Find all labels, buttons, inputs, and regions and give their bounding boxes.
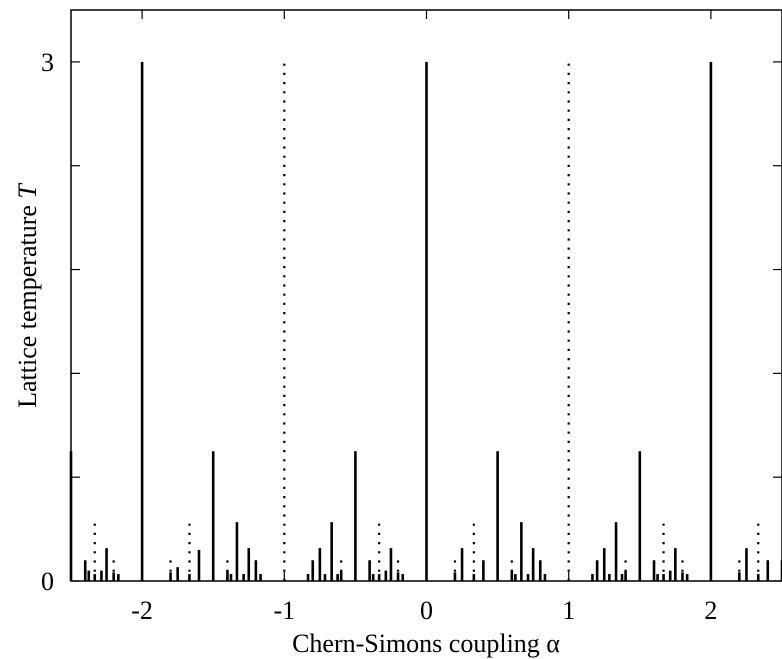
- x-tick-label: -1: [273, 596, 295, 625]
- x-tick-label: 1: [562, 596, 575, 625]
- x-tick-label: 2: [704, 596, 717, 625]
- bar-series: [69, 61, 782, 581]
- x-tick-label: -2: [131, 596, 153, 625]
- x-axis-title: Chern-Simons coupling α: [292, 629, 560, 658]
- y-axis-title-var: T: [13, 183, 42, 199]
- y-tick-label: 3: [41, 48, 54, 77]
- y-tick-label: 0: [41, 567, 54, 596]
- y-axis-title: Lattice temperature T: [13, 183, 42, 408]
- y-axis-title-text: Lattice temperature: [13, 199, 42, 408]
- tick-labels: -2 -1 0 1 2 0 3: [41, 48, 717, 625]
- x-tick-label: 0: [420, 596, 433, 625]
